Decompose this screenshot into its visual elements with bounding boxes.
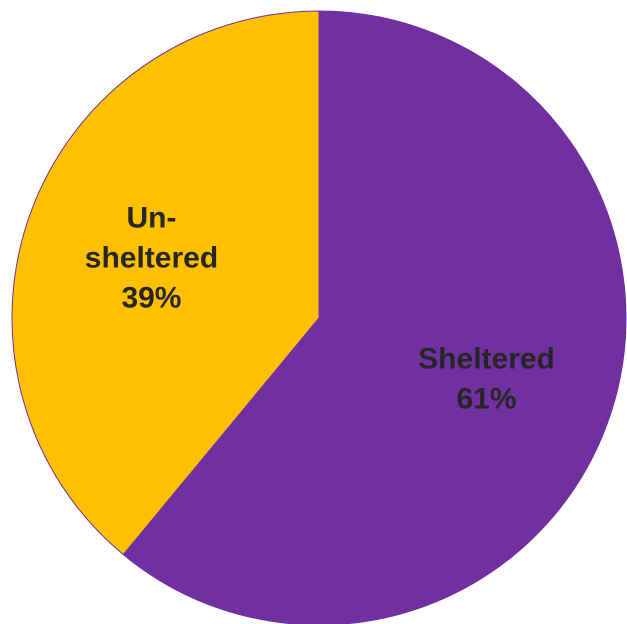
pie-slices: [11, 10, 627, 624]
data-label-sheltered: Sheltered 61%: [418, 342, 555, 415]
pie-labels: Sheltered 61% Un-sheltered 39%: [85, 202, 555, 416]
data-label-un-sheltered: Un-sheltered 39%: [85, 202, 218, 315]
pie-slice-un-sheltered: [11, 10, 320, 556]
pie-slice-sheltered: [122, 10, 627, 624]
